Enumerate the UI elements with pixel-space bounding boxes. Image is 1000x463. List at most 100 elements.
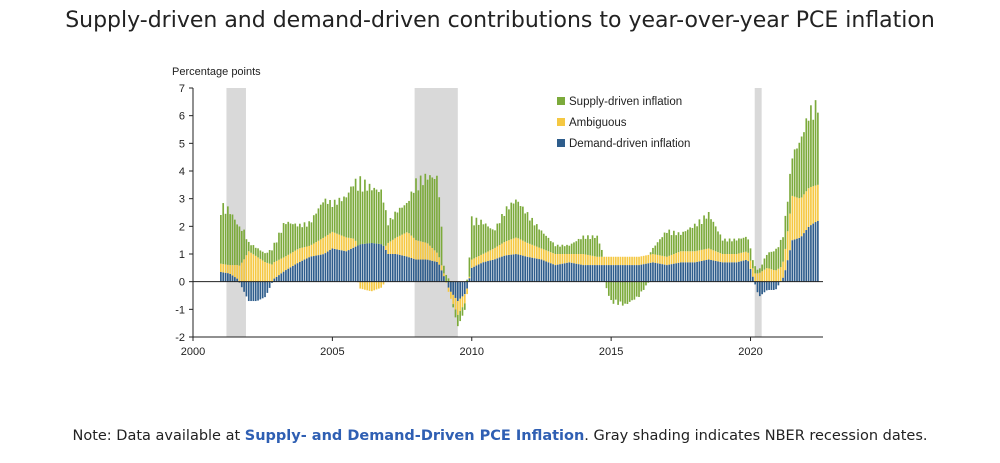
bar-demand [807,226,810,282]
bar-ambiguous [501,243,503,257]
bar-supply [631,281,633,301]
bar-demand [566,262,568,282]
bar-ambiguous [684,251,687,263]
bar-supply [261,251,264,261]
bar-demand [684,262,687,282]
bar-demand [563,263,566,282]
bar-demand [686,262,689,282]
bar-demand [519,255,522,282]
bar-demand [554,265,557,282]
bar-demand [817,220,819,282]
bar-ambiguous [329,233,331,250]
bar-ambiguous [405,232,408,257]
bar-ambiguous [779,267,782,282]
bar-supply [724,238,726,254]
bar-ambiguous [768,268,770,282]
bar-ambiguous [803,194,805,234]
bar-ambiguous [810,186,812,226]
bar-demand [498,257,501,282]
bar-supply [299,223,301,249]
bar-supply [331,206,334,232]
bar-supply [317,208,320,241]
bar-supply [533,225,536,246]
bar-ambiguous [749,260,752,269]
bar-ambiguous [661,255,664,265]
bar-supply [710,219,712,250]
bar-supply [668,229,671,256]
legend-label-ambiguous: Ambiguous [569,117,627,129]
bar-demand [726,262,729,282]
bar-demand [380,244,382,282]
bar-supply [670,235,673,255]
bar-demand [598,265,601,282]
bar-supply [510,202,513,240]
bar-demand [398,254,401,282]
bar-supply [673,230,675,254]
bar-ambiguous [540,248,543,260]
bar-ambiguous [587,254,589,266]
bar-supply [491,229,494,250]
bar-demand [305,258,308,282]
bar-demand [628,265,631,282]
bar-supply [682,231,684,252]
bar-demand [296,263,299,282]
bar-ambiguous [233,265,236,278]
bar-supply [445,274,448,282]
bar-supply [245,239,248,256]
bar-demand [417,259,420,282]
bar-demand [280,273,283,282]
bar-ambiguous [222,264,225,273]
bar-ambiguous [440,265,443,271]
bar-supply [733,238,736,254]
bar-supply [798,142,801,199]
bar-supply [752,260,754,269]
bar-demand [577,264,580,282]
bar-demand [675,263,678,282]
bar-ambiguous [752,268,754,277]
bar-supply [584,238,587,255]
bar-demand [652,262,654,282]
bar-ambiguous [738,253,740,262]
bar-demand [601,265,603,282]
bar-demand [812,223,815,282]
bar-demand [294,264,297,282]
bar-ambiguous [770,269,773,282]
x-tick-label: 2015 [599,346,623,358]
bar-supply [310,222,313,245]
bar-demand [589,265,592,282]
bar-demand [489,260,492,282]
bar-demand [617,265,619,282]
bar-ambiguous [415,240,417,260]
bar-ambiguous [614,256,617,266]
bar-demand [533,258,536,282]
data-link[interactable]: Supply- and Demand-Driven PCE Inflation [244,428,585,444]
bar-supply [475,217,478,258]
bar-supply [654,245,657,255]
bar-supply [782,237,784,262]
bar-supply [371,190,373,243]
bar-demand [677,262,680,282]
bar-supply [438,197,441,258]
bar-ambiguous [635,256,638,266]
bar-ambiguous [287,254,290,269]
bar-supply [529,220,531,244]
bar-supply [275,242,278,261]
bar-supply [633,281,636,300]
bar-supply [224,213,227,265]
bar-demand [357,245,359,282]
bar-ambiguous [396,236,399,255]
bar-demand [693,262,696,282]
bar-supply [387,225,389,243]
chart-svg: 7 6 5 4 3 2 1 0 -1 -2 2000 2005 2010 2015 2020 Percent… [172,66,823,358]
bar-demand [282,271,285,282]
bar-demand [522,255,524,282]
bar-demand [252,281,255,302]
bar-ambiguous [710,249,712,260]
bar-supply [308,221,310,246]
bar-ambiguous [656,254,659,264]
bar-supply [273,242,276,263]
bar-demand [626,265,629,282]
bar-ambiguous [352,238,355,248]
bar-supply [765,254,768,269]
bar-demand [642,264,645,282]
